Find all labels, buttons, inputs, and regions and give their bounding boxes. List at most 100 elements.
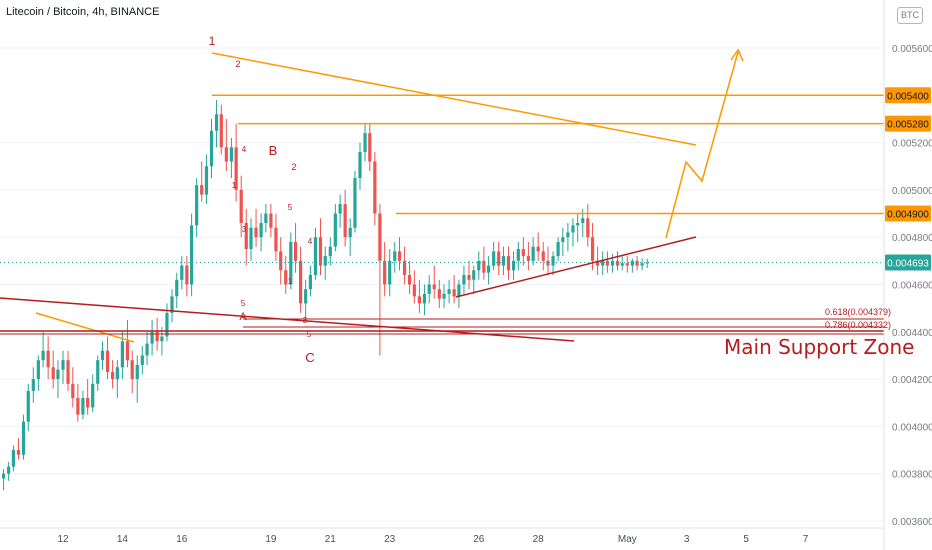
wave-label: 3 xyxy=(242,225,247,234)
candle-body xyxy=(610,260,615,266)
wave-label: 5 xyxy=(288,203,293,212)
candle-body xyxy=(135,364,139,380)
candle-body xyxy=(31,379,35,391)
wave-label: 1 xyxy=(288,277,293,286)
candle-body xyxy=(100,350,105,361)
candle-body xyxy=(546,260,550,266)
x-tick-label: 28 xyxy=(533,534,545,545)
x-tick-label: 5 xyxy=(743,534,749,545)
main-support-zone-label: Main Support Zone xyxy=(724,335,915,359)
candle-body xyxy=(2,473,6,479)
candle-body xyxy=(487,265,491,273)
wave-label: B xyxy=(269,143,278,158)
candle-body xyxy=(383,260,387,285)
x-tick-label: 21 xyxy=(325,534,337,545)
candle-body xyxy=(625,263,629,266)
candle-body xyxy=(412,284,416,297)
x-tick-label: May xyxy=(618,534,637,545)
candle-body xyxy=(402,260,407,276)
wave-label: 4 xyxy=(308,237,313,246)
y-tick-label: 0.004200 xyxy=(892,375,932,386)
wave-label: 2 xyxy=(235,59,240,69)
candle-body xyxy=(586,218,590,238)
candle-body xyxy=(615,260,620,266)
candle-body xyxy=(516,249,520,261)
candle-body xyxy=(407,275,412,285)
candle-body xyxy=(541,251,545,261)
candle-body xyxy=(71,383,75,399)
candles xyxy=(2,100,649,491)
price-labels: 0.005400 0.005280 0.004900 0.004693 xyxy=(885,87,931,271)
wave-label: A xyxy=(239,311,247,323)
candle-body xyxy=(482,260,486,273)
candle-body xyxy=(521,249,525,257)
candle-body xyxy=(373,161,377,214)
candle-body xyxy=(323,256,327,266)
candle-body xyxy=(180,265,184,280)
candle-body xyxy=(590,237,595,261)
candle-body xyxy=(175,279,179,297)
price-tag xyxy=(885,115,931,132)
candle-body xyxy=(279,251,283,271)
candle-body xyxy=(338,204,342,214)
ascending-trendline xyxy=(455,236,697,298)
candle-body xyxy=(26,390,30,422)
candle-body xyxy=(299,260,303,304)
candle-body xyxy=(209,130,214,167)
candle-body xyxy=(66,360,70,384)
candle-body xyxy=(190,225,194,285)
candle-body xyxy=(576,223,580,226)
price-axis[interactable]: 0.005600 0.005200 0.005000 0.004800 0.004600… xyxy=(883,0,932,550)
candle-body xyxy=(244,223,248,250)
candle-body xyxy=(81,398,85,415)
x-tick-label: 7 xyxy=(803,534,809,545)
candle-body xyxy=(96,360,100,384)
y-tick-label: 0.004800 xyxy=(892,233,932,244)
candle-body xyxy=(11,450,16,467)
x-tick-label: 3 xyxy=(684,534,690,545)
projection-arrowhead xyxy=(730,48,744,62)
candle-body xyxy=(397,251,402,261)
candle-body xyxy=(581,218,585,224)
wave-label: 1 xyxy=(232,181,237,190)
fib-label: 0.786(0.004332) xyxy=(825,320,891,330)
candle-body xyxy=(348,227,352,238)
candle-body xyxy=(21,421,26,455)
candle-body xyxy=(86,398,90,408)
candle-body xyxy=(551,256,555,266)
price-tag-text: 0.005280 xyxy=(887,120,929,131)
candle-body xyxy=(91,383,95,408)
candle-body xyxy=(432,284,436,290)
candle-body xyxy=(36,360,40,380)
y-tick-label: 0.004600 xyxy=(892,281,932,292)
candle-body xyxy=(254,227,258,238)
y-tick-label: 0.003800 xyxy=(892,470,932,481)
candle-body xyxy=(125,341,130,361)
candle-body xyxy=(328,246,332,257)
candle-body xyxy=(150,331,154,344)
x-tick-label: 14 xyxy=(117,534,129,545)
candle-body xyxy=(601,260,605,266)
candle-body xyxy=(269,213,273,228)
wave-label: 3 xyxy=(303,316,308,325)
candle-body xyxy=(46,350,50,368)
drawings xyxy=(0,48,884,343)
candle-body xyxy=(462,275,466,285)
fib-labels: 0.618(0.004379) 0.786(0.004332) xyxy=(825,307,891,330)
time-axis[interactable]: 12 14 16 19 21 23 26 28 May 3 5 7 xyxy=(0,527,884,545)
candle-body xyxy=(422,293,427,304)
candle-body xyxy=(457,284,461,297)
candle-body xyxy=(185,265,189,285)
candle-body xyxy=(333,213,337,247)
candle-body xyxy=(437,289,441,299)
candle-body xyxy=(526,256,530,261)
candle-body xyxy=(343,204,347,238)
candle-body xyxy=(76,398,80,415)
candle-body xyxy=(427,284,431,294)
symbol-title[interactable]: Litecoin / Bitcoin, 4h, BINANCE xyxy=(6,6,160,18)
x-tick-label: 26 xyxy=(473,534,485,545)
candle-body xyxy=(308,275,313,290)
candle-body xyxy=(497,251,501,266)
currency-badge[interactable]: BTC xyxy=(897,7,923,24)
